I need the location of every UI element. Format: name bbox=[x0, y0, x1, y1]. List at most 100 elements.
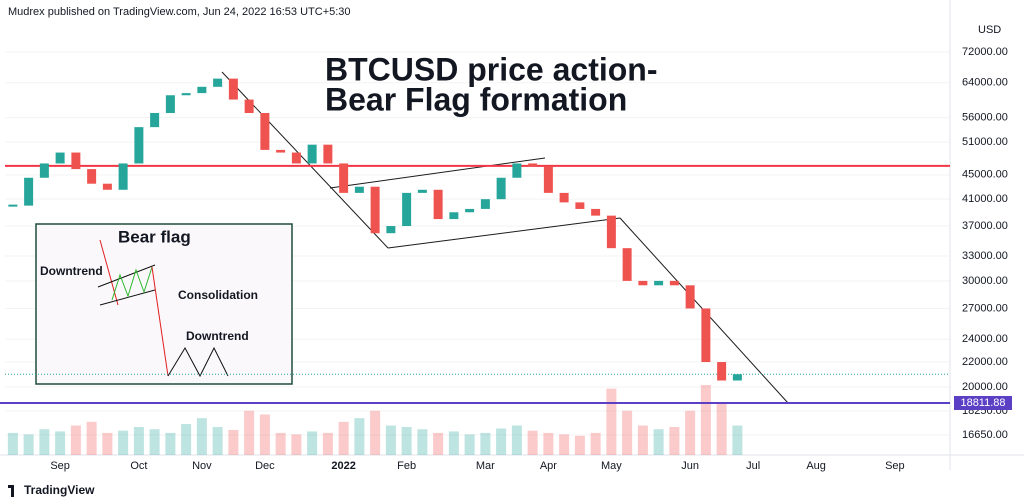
volume-bar bbox=[511, 425, 522, 455]
y-tick-label: 64000.00 bbox=[962, 77, 1008, 89]
volume-bar bbox=[700, 385, 711, 455]
volume-bar bbox=[606, 388, 617, 455]
candle bbox=[87, 169, 97, 184]
candle bbox=[543, 166, 553, 193]
candle bbox=[323, 144, 333, 164]
candle bbox=[39, 163, 49, 178]
candle bbox=[732, 374, 742, 381]
candle bbox=[181, 93, 191, 96]
candle bbox=[165, 95, 175, 113]
candle bbox=[559, 192, 569, 203]
price-label: 18811.88 bbox=[960, 397, 1005, 409]
volume-bar bbox=[559, 434, 570, 455]
inset-label: Consolidation bbox=[178, 288, 258, 302]
volume-bar bbox=[732, 425, 743, 455]
candle bbox=[339, 163, 349, 193]
candle bbox=[118, 163, 128, 190]
x-tick-label: Aug bbox=[806, 460, 826, 472]
volume-bar bbox=[291, 434, 302, 455]
volume-bar bbox=[433, 432, 444, 455]
candle bbox=[8, 204, 18, 207]
x-tick-label: May bbox=[601, 460, 622, 472]
y-tick-label: 27000.00 bbox=[962, 302, 1008, 314]
y-unit: USD bbox=[978, 24, 1001, 36]
volume-bar bbox=[39, 429, 50, 455]
volume-bar bbox=[574, 435, 585, 455]
title-line: BTCUSD price action- bbox=[325, 51, 657, 87]
candle bbox=[606, 215, 616, 249]
x-tick-label: Feb bbox=[397, 460, 416, 472]
volume-bar bbox=[275, 432, 286, 455]
candle bbox=[701, 308, 711, 363]
volume-bar bbox=[181, 424, 192, 455]
volume-bar bbox=[102, 432, 113, 455]
candle bbox=[102, 183, 112, 190]
candle bbox=[433, 189, 443, 220]
volume-bar bbox=[669, 427, 680, 455]
price-label-bg bbox=[954, 395, 1012, 410]
candle bbox=[402, 192, 412, 227]
candle bbox=[622, 248, 632, 281]
candle bbox=[55, 152, 65, 164]
candle bbox=[685, 285, 695, 309]
candle bbox=[654, 280, 664, 286]
y-tick-label: 33000.00 bbox=[962, 250, 1008, 262]
x-tick-label: Jul bbox=[746, 460, 760, 472]
candle bbox=[575, 202, 585, 209]
candle bbox=[449, 212, 459, 220]
x-tick-label: 2022 bbox=[331, 460, 355, 472]
x-tick-label: Sep bbox=[885, 460, 905, 472]
candle bbox=[512, 163, 522, 178]
inset bbox=[35, 223, 293, 385]
y-tick-label: 45000.00 bbox=[962, 169, 1008, 181]
volume-bar bbox=[55, 431, 66, 455]
y-tick-label: 37000.00 bbox=[962, 220, 1008, 232]
y-tick-label: 16650.00 bbox=[962, 429, 1008, 441]
candle bbox=[669, 280, 679, 286]
candle bbox=[496, 177, 506, 200]
volume-bar bbox=[307, 431, 318, 455]
x-tick-label: Sep bbox=[50, 460, 70, 472]
candle bbox=[197, 86, 207, 94]
y-tick-label: 30000.00 bbox=[962, 275, 1008, 287]
candle bbox=[24, 177, 34, 206]
volume-bar bbox=[133, 427, 144, 455]
inset-label: Downtrend bbox=[186, 329, 249, 343]
volume-bar bbox=[496, 428, 507, 455]
y-tick-label: 22000.00 bbox=[962, 356, 1008, 368]
volume-bar bbox=[590, 432, 601, 455]
volume-bar bbox=[653, 429, 664, 455]
volume-bar bbox=[23, 434, 34, 455]
footer-brand: TradingView bbox=[24, 483, 95, 497]
inset-label: Downtrend bbox=[40, 264, 103, 278]
volume-bar bbox=[165, 432, 176, 455]
volume-bar bbox=[622, 410, 633, 455]
candle bbox=[717, 362, 727, 381]
x-tick-label: Mar bbox=[476, 460, 495, 472]
volume-bar bbox=[118, 430, 129, 455]
y-tick-label: 72000.00 bbox=[962, 46, 1008, 58]
x-tick-label: Apr bbox=[540, 460, 557, 472]
candle bbox=[71, 152, 81, 170]
candle bbox=[260, 112, 270, 150]
volume-bar bbox=[322, 432, 333, 455]
x-tick-label: Jun bbox=[681, 460, 699, 472]
volume-bar bbox=[259, 414, 270, 455]
candle bbox=[354, 186, 364, 193]
volume-bar bbox=[149, 429, 160, 455]
volume-bar bbox=[338, 421, 349, 455]
candle bbox=[638, 280, 648, 286]
volume-bar bbox=[70, 425, 81, 455]
volume-bar bbox=[716, 403, 727, 455]
candle bbox=[386, 226, 396, 234]
volume-bar bbox=[448, 431, 459, 455]
volume-bar bbox=[7, 432, 18, 455]
volume-bar bbox=[370, 410, 381, 455]
volume-bar bbox=[464, 434, 475, 455]
volume-bar bbox=[637, 425, 648, 455]
inset-title: Bear flag bbox=[118, 227, 191, 246]
candle bbox=[291, 152, 301, 164]
candle bbox=[134, 127, 144, 164]
candle bbox=[528, 163, 538, 167]
x-tick-label: Nov bbox=[192, 460, 212, 472]
